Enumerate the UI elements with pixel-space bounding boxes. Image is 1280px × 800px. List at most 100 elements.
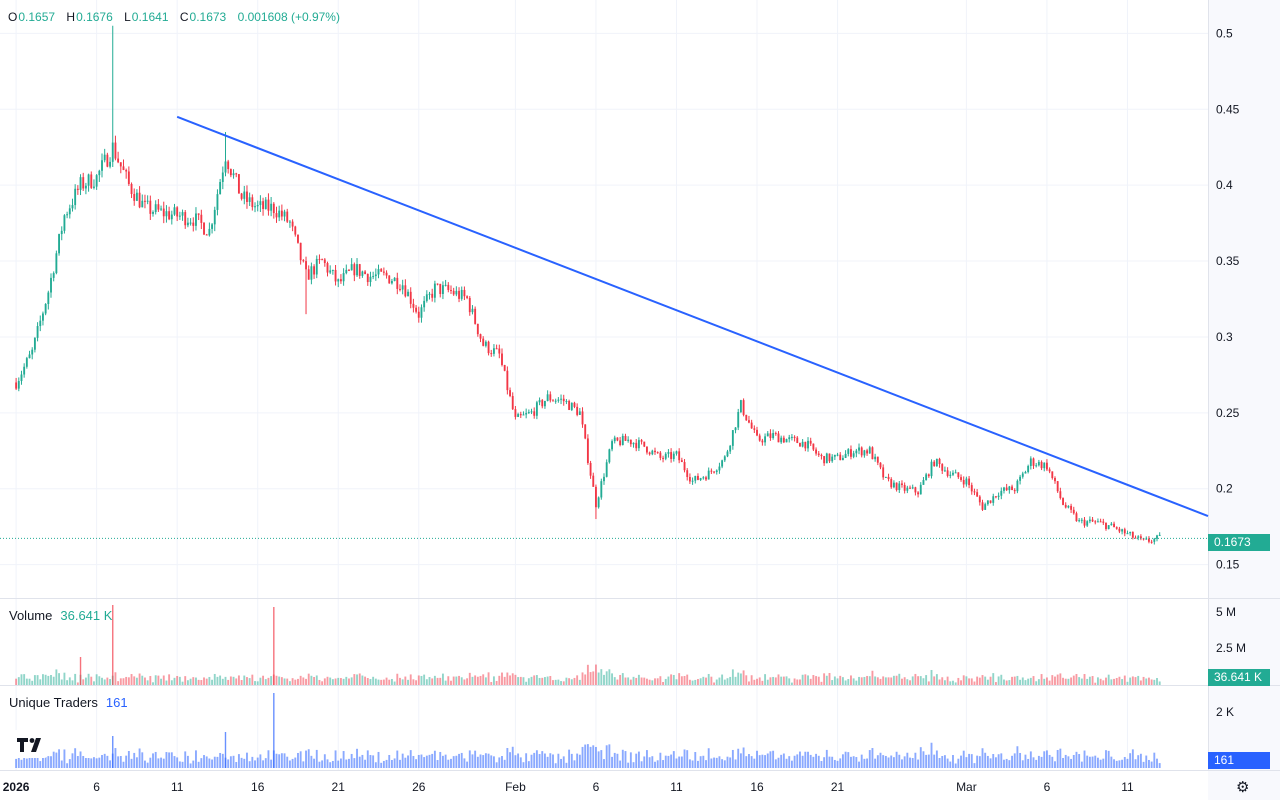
volume-bar — [731, 669, 734, 685]
volume-bar — [839, 675, 842, 685]
candle-body — [1158, 534, 1161, 536]
traders-bar — [635, 753, 638, 768]
traders-bar — [597, 751, 600, 768]
candle-body — [39, 320, 42, 327]
traders-bar — [33, 754, 36, 768]
volume-bar — [243, 675, 246, 685]
candle-body — [511, 396, 514, 410]
candle-body — [901, 483, 903, 485]
volume-bar — [1091, 676, 1094, 685]
candle-body — [224, 161, 227, 173]
volume-bar — [122, 678, 125, 685]
volume-bar — [554, 679, 557, 685]
candle-body — [565, 400, 568, 402]
candle-body — [141, 200, 144, 208]
traders-bar — [195, 750, 197, 768]
traders-bar — [1000, 753, 1003, 768]
candle-body — [946, 470, 949, 476]
candle-body — [804, 441, 807, 449]
candle-body — [994, 496, 997, 498]
volume-bar — [286, 678, 289, 685]
candle-body — [1131, 531, 1134, 538]
candle-body — [211, 224, 214, 229]
traders-bar — [517, 753, 520, 768]
candle-body — [801, 441, 804, 447]
traders-bar — [557, 753, 560, 768]
tradingview-logo-icon[interactable] — [12, 730, 48, 758]
volume-bar — [39, 679, 42, 685]
traders-bar — [1059, 748, 1062, 768]
volume-bar — [560, 681, 562, 685]
traders-bar — [25, 758, 28, 768]
volume-bar — [586, 664, 589, 685]
volume-bar — [267, 677, 270, 685]
candle-body — [890, 479, 893, 488]
volume-bar — [702, 676, 705, 685]
volume-bar — [1011, 676, 1013, 685]
volume-bar — [82, 679, 85, 685]
candle-body — [275, 213, 278, 218]
candle-body — [519, 414, 522, 416]
candle-body — [227, 161, 230, 170]
volume-bar — [726, 678, 729, 685]
gear-icon[interactable]: ⚙ — [1236, 779, 1250, 796]
candle-body — [627, 439, 630, 441]
volume-bar — [1142, 676, 1145, 685]
volume-bar — [710, 676, 713, 685]
traders-bar — [683, 749, 686, 768]
volume-bar — [699, 678, 702, 685]
traders-bar — [600, 750, 603, 768]
traders-bar — [455, 755, 458, 768]
traders-bar — [501, 756, 503, 768]
volume-bar — [930, 669, 933, 685]
traders-bar — [879, 752, 882, 768]
x-tick-label: 11 — [670, 780, 683, 794]
volume-bar — [809, 678, 812, 685]
traders-bar — [350, 753, 353, 768]
volume-bar — [299, 675, 302, 685]
candle-body — [1153, 538, 1156, 542]
traders-bar — [138, 748, 141, 768]
traders-bar — [616, 753, 619, 768]
volume-bar — [425, 679, 428, 685]
volume-bar — [691, 680, 694, 685]
traders-bar — [1072, 754, 1075, 768]
volume-bar — [1139, 680, 1142, 685]
volume-bar — [793, 678, 796, 685]
candle-body — [313, 266, 316, 275]
candle-body — [52, 273, 55, 278]
candle-body — [705, 477, 707, 480]
candle-body — [382, 271, 385, 273]
candle-body — [807, 440, 809, 449]
candle-body — [1115, 527, 1118, 529]
volume-bar — [670, 674, 673, 685]
traders-bar — [74, 748, 77, 768]
traders-bar — [117, 756, 120, 768]
traders-bar — [246, 752, 248, 768]
volume-bar — [262, 675, 265, 685]
volume-bar — [892, 675, 895, 685]
volume-bar — [954, 682, 957, 685]
traders-bar — [1019, 752, 1022, 768]
volume-label: Volume — [9, 608, 53, 623]
candle-body — [597, 497, 600, 508]
candle-body — [25, 358, 28, 367]
candle-body — [356, 264, 358, 276]
volume-bar — [546, 676, 549, 685]
traders-bar — [917, 759, 920, 768]
volume-bar — [50, 675, 52, 685]
traders-bar — [527, 761, 530, 768]
candle-body — [1086, 521, 1089, 526]
traders-bar — [866, 758, 869, 768]
volume-bar — [629, 679, 632, 685]
traders-bar — [106, 755, 109, 768]
candle-body — [1091, 519, 1094, 522]
candle-body — [868, 447, 871, 454]
volume-bar — [675, 679, 678, 685]
volume-bar — [125, 676, 128, 685]
traders-bar — [503, 759, 506, 768]
volume-bar — [307, 673, 310, 685]
traders-bar — [769, 751, 772, 768]
traders-bar — [828, 756, 831, 768]
